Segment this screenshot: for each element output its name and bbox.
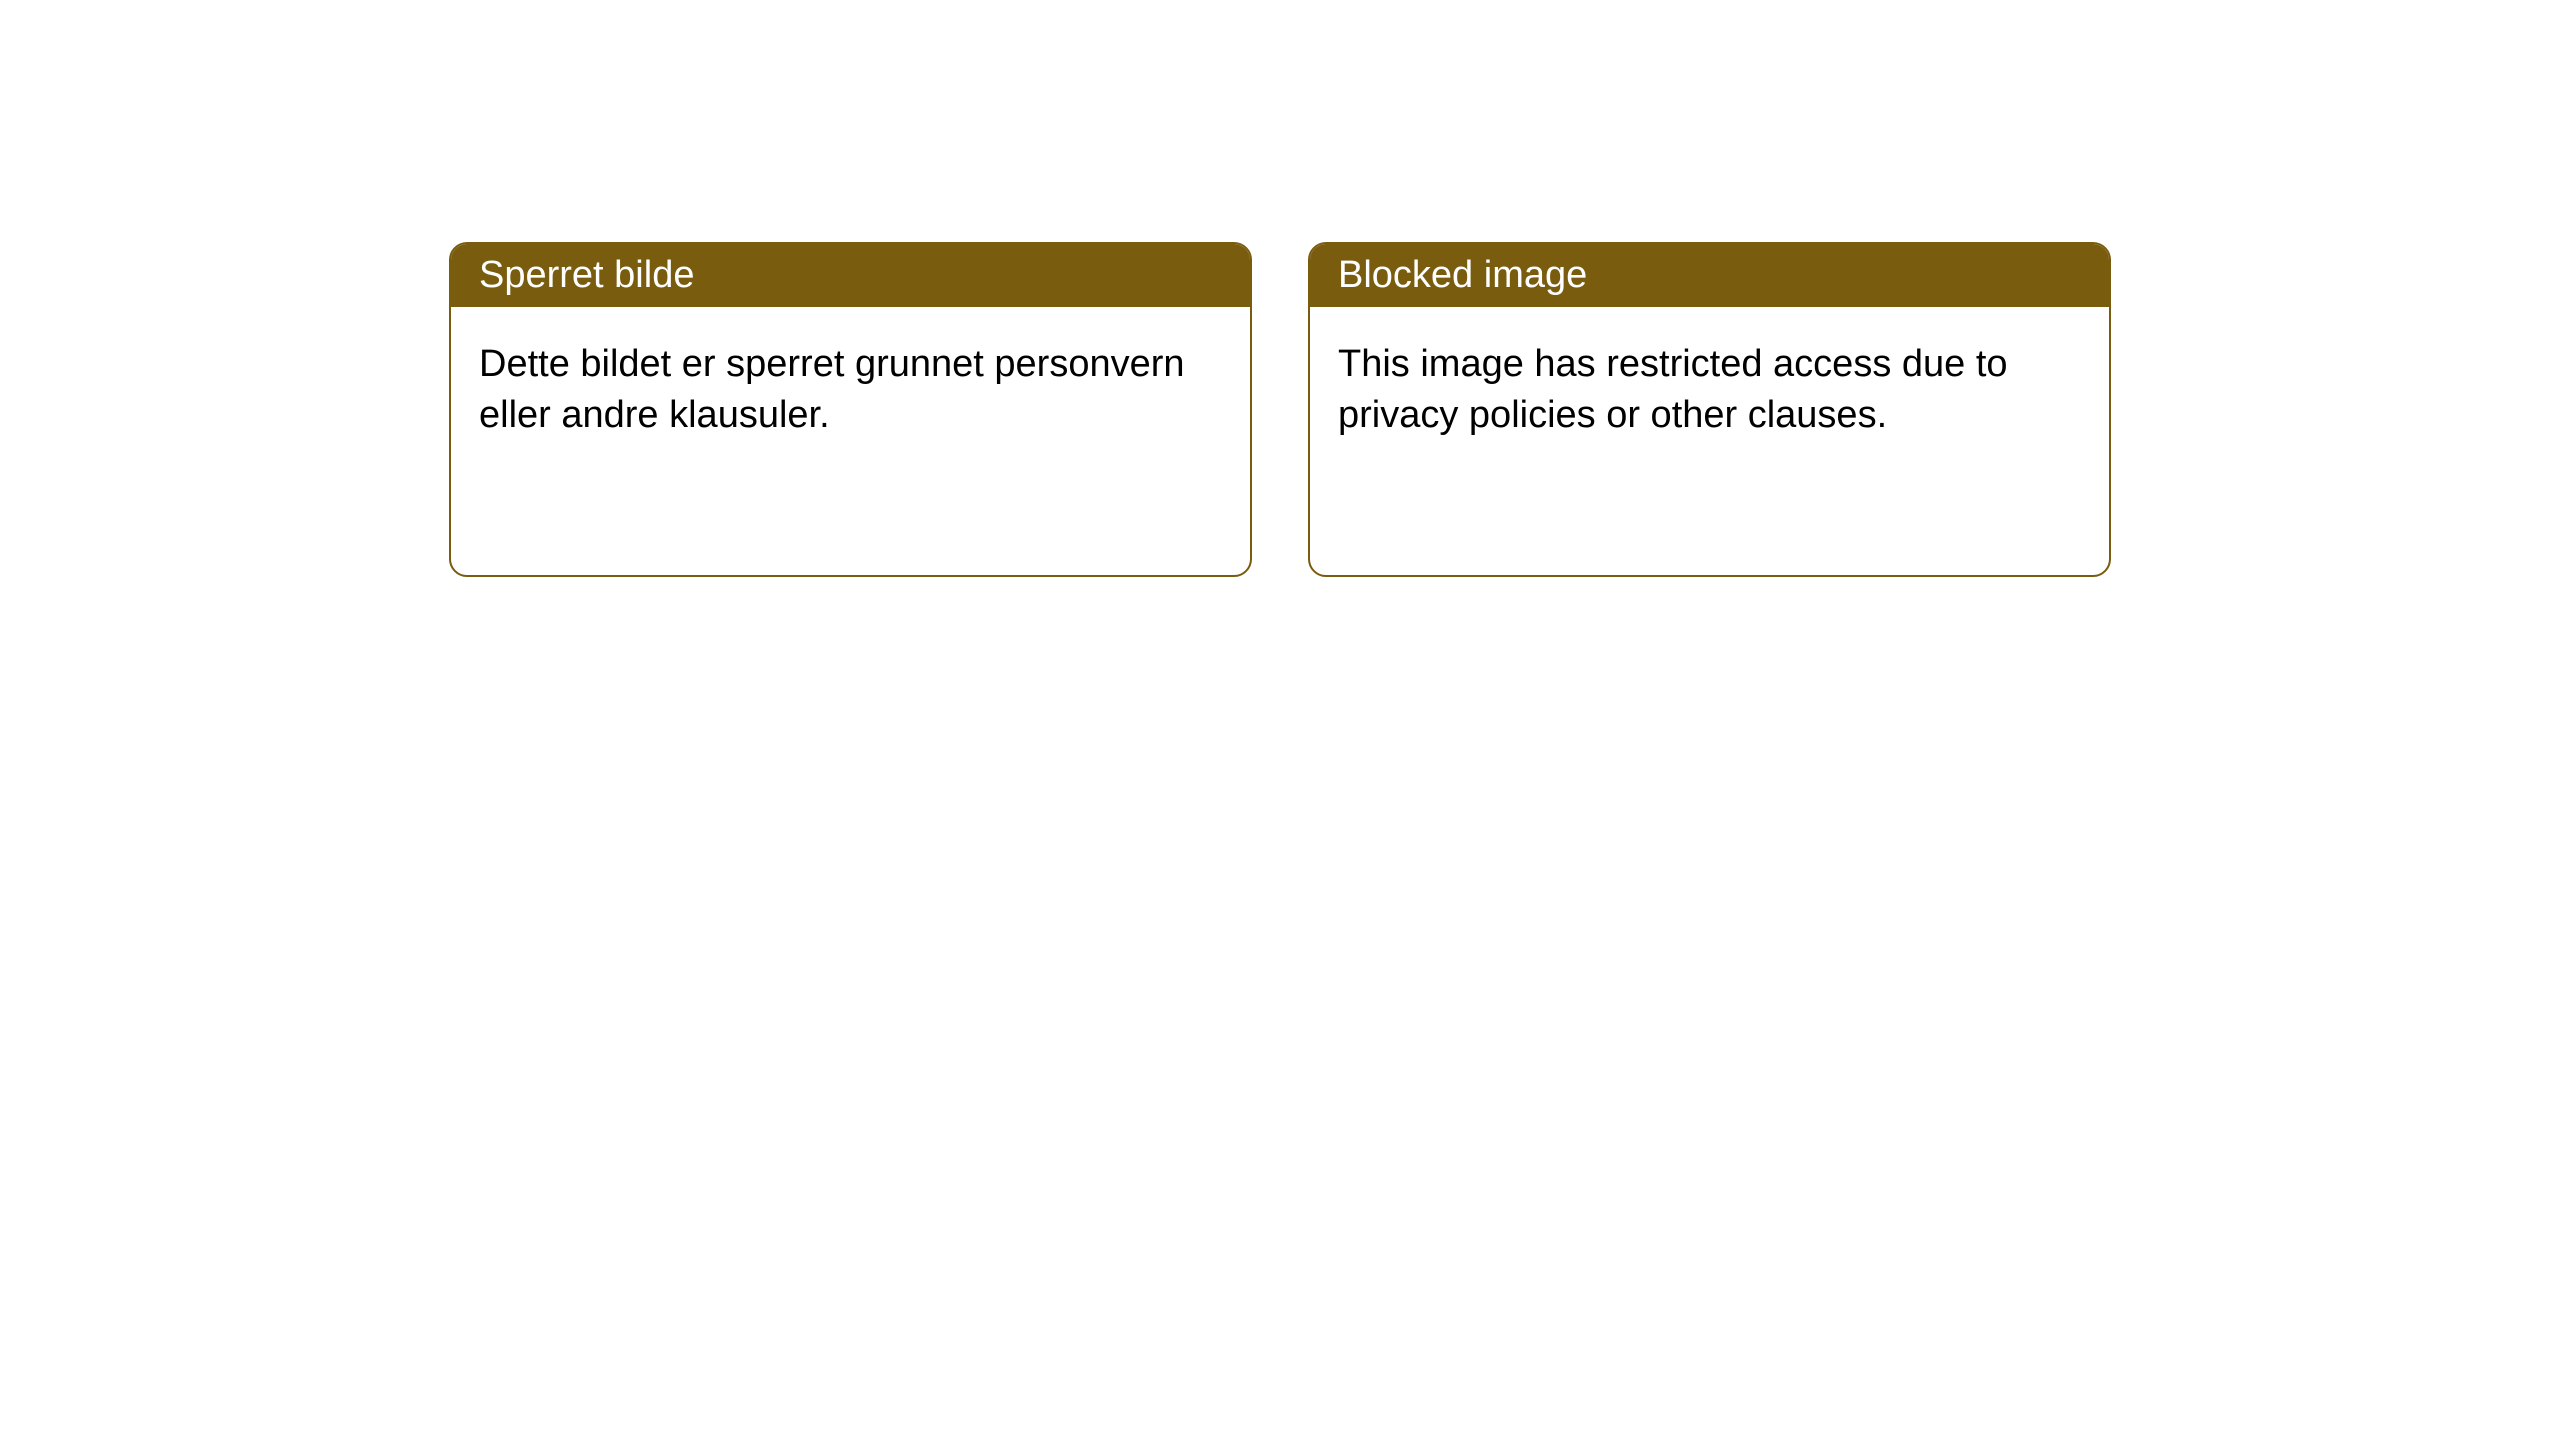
notice-title-english: Blocked image (1310, 244, 2109, 307)
notice-title-norwegian: Sperret bilde (451, 244, 1250, 307)
notice-body-english: This image has restricted access due to … (1310, 307, 2109, 474)
notice-container: Sperret bilde Dette bildet er sperret gr… (0, 0, 2560, 577)
notice-card-norwegian: Sperret bilde Dette bildet er sperret gr… (449, 242, 1252, 577)
notice-body-norwegian: Dette bildet er sperret grunnet personve… (451, 307, 1250, 474)
notice-card-english: Blocked image This image has restricted … (1308, 242, 2111, 577)
